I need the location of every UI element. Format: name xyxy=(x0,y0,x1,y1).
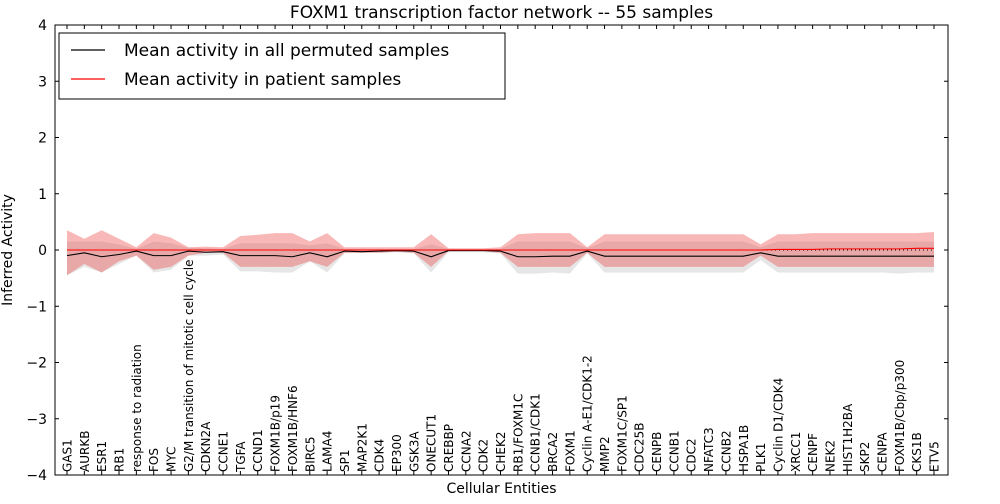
x-tick-label: MMP2 xyxy=(598,436,612,472)
x-tick-label: CENPF xyxy=(806,433,820,472)
x-tick-label: PLK1 xyxy=(754,443,768,472)
x-tick-label: HIST1H2BA xyxy=(841,403,855,472)
x-tick-label: GSK3A xyxy=(407,431,421,472)
x-tick-label: FOXM1B/Cbp/p300 xyxy=(893,360,907,472)
x-tick-label: CCNE1 xyxy=(217,431,231,472)
x-tick-label: CENPA xyxy=(875,432,889,472)
x-tick-label: HSPA1B xyxy=(737,425,751,472)
x-tick-label: CCNB1/CDK1 xyxy=(529,393,543,472)
y-tick-label: −4 xyxy=(26,468,47,484)
x-tick-label: CCNB1 xyxy=(667,430,681,472)
x-tick-label: BIRC5 xyxy=(303,436,317,472)
x-tick-label: CDC2 xyxy=(685,438,699,472)
y-tick-label: −3 xyxy=(26,412,47,428)
y-tick-label: 2 xyxy=(38,131,47,147)
x-tick-label: FOXM1B/p19 xyxy=(269,395,283,472)
x-tick-label: ONECUT1 xyxy=(425,414,439,472)
x-tick-label: FOS xyxy=(147,448,161,472)
x-tick-label: TGFA xyxy=(234,441,248,473)
x-tick-label: MYC xyxy=(165,447,179,472)
x-tick-label: XRCC1 xyxy=(789,432,803,472)
y-tick-label: 3 xyxy=(38,74,47,90)
x-tick-label: FOXM1B/HNF6 xyxy=(286,385,300,472)
legend-label: Mean activity in all permuted samples xyxy=(124,41,449,61)
x-tick-label: NFATC3 xyxy=(702,427,716,472)
y-tick-label: 1 xyxy=(38,187,47,203)
x-tick-label: Cyclin A-E1/CDK1-2 xyxy=(581,355,595,472)
x-tick-label: FOXM1C/SP1 xyxy=(615,395,629,472)
y-tick-label: 4 xyxy=(38,18,47,34)
legend-label: Mean activity in patient samples xyxy=(124,70,401,90)
y-tick-label: −1 xyxy=(26,299,47,315)
x-tick-label: SKP2 xyxy=(858,442,872,472)
x-tick-label: CDKN2A xyxy=(199,421,213,472)
x-tick-label: CKS1B xyxy=(910,432,924,472)
x-tick-label: CDK2 xyxy=(477,439,491,472)
x-tick-label: RB1/FOXM1C xyxy=(511,394,525,472)
x-tick-label: GAS1 xyxy=(61,439,75,472)
x-tick-label: LAMA4 xyxy=(321,431,335,472)
y-axis-label: Inferred Activity xyxy=(0,194,16,306)
x-tick-label: CCNA2 xyxy=(459,430,473,472)
x-tick-label: Cyclin D1/CDK4 xyxy=(771,378,785,472)
x-tick-label: CDK4 xyxy=(373,439,387,472)
x-tick-label: RB1 xyxy=(113,448,127,472)
x-tick-label: NEK2 xyxy=(823,440,837,472)
y-tick-label: 0 xyxy=(38,243,47,259)
x-tick-label: ESR1 xyxy=(95,441,109,472)
chart-title: FOXM1 transcription factor network -- 55… xyxy=(290,3,713,23)
x-tick-label: CCNB2 xyxy=(719,430,733,472)
x-tick-label: ETV5 xyxy=(928,441,942,472)
x-tick-label: EP300 xyxy=(390,434,404,472)
x-tick-label: CENPB xyxy=(650,432,664,472)
y-tick-label: −2 xyxy=(26,356,47,372)
x-tick-label: SP1 xyxy=(338,450,352,473)
x-tick-label: G2/M transition of mitotic cell cycle xyxy=(182,259,196,472)
x-tick-label: CCND1 xyxy=(251,429,265,472)
x-tick-label: MAP2K1 xyxy=(355,423,369,472)
x-axis-label: Cellular Entities xyxy=(446,481,556,497)
x-tick-label: CDC25B xyxy=(633,423,647,473)
x-tick-label: CREBBP xyxy=(442,424,456,472)
x-tick-label: AURKB xyxy=(78,431,92,472)
x-tick-label: BRCA2 xyxy=(546,432,560,472)
x-tick-label: response to radiation xyxy=(130,344,144,472)
x-tick-label: FOXM1 xyxy=(563,430,577,472)
x-tick-label: CHEK2 xyxy=(494,432,508,473)
